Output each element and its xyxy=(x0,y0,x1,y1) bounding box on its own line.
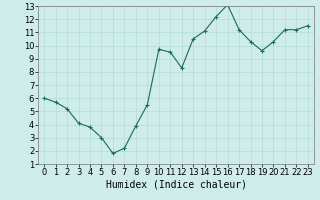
X-axis label: Humidex (Indice chaleur): Humidex (Indice chaleur) xyxy=(106,180,246,190)
